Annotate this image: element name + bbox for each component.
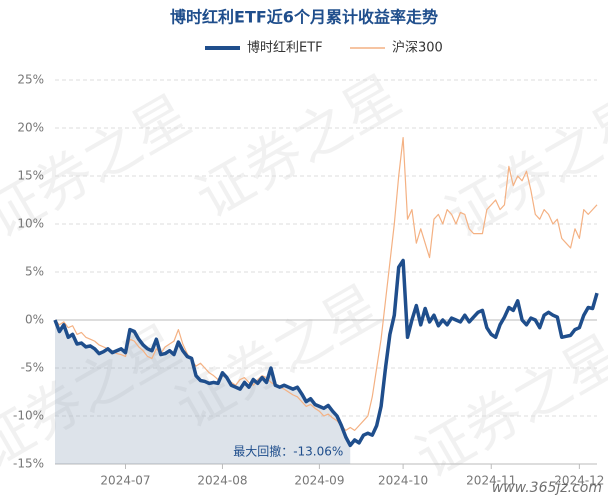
series-line: [53, 258, 599, 448]
watermark: www.365jz.com: [492, 480, 602, 496]
watermark: 证券之星: [185, 63, 411, 231]
y-tick-label: 25%: [17, 73, 44, 87]
x-tick-label: 2024-07: [100, 474, 150, 488]
y-tick-label: 5%: [25, 265, 44, 279]
y-tick-label: 10%: [17, 217, 44, 231]
y-tick-label: -15%: [13, 457, 44, 471]
series-line: [54, 137, 598, 431]
watermark: 证券之星: [435, 83, 608, 251]
x-tick-label: 2024-10: [378, 474, 428, 488]
y-tick-label: -10%: [13, 409, 44, 423]
legend-label: 沪深300: [392, 40, 443, 56]
x-tick-label: 2024-11: [466, 474, 516, 488]
legend-label: 博时红利ETF: [247, 40, 323, 56]
x-tick-label: 2024-09: [294, 474, 344, 488]
drawdown-area: [55, 320, 351, 464]
watermark: 证券之星: [405, 323, 608, 491]
annotation: 最大回撤：-13.06%: [233, 444, 343, 459]
y-tick-label: 15%: [17, 169, 44, 183]
x-tick-label: 2024-12: [554, 474, 604, 488]
y-tick-label: 20%: [17, 121, 44, 135]
x-tick-label: 2024-08: [197, 474, 247, 488]
chart-title: 博时红利ETF近6个月累计收益率走势: [170, 8, 438, 27]
y-tick-label: 0%: [25, 313, 44, 327]
y-tick-label: -5%: [21, 361, 44, 375]
